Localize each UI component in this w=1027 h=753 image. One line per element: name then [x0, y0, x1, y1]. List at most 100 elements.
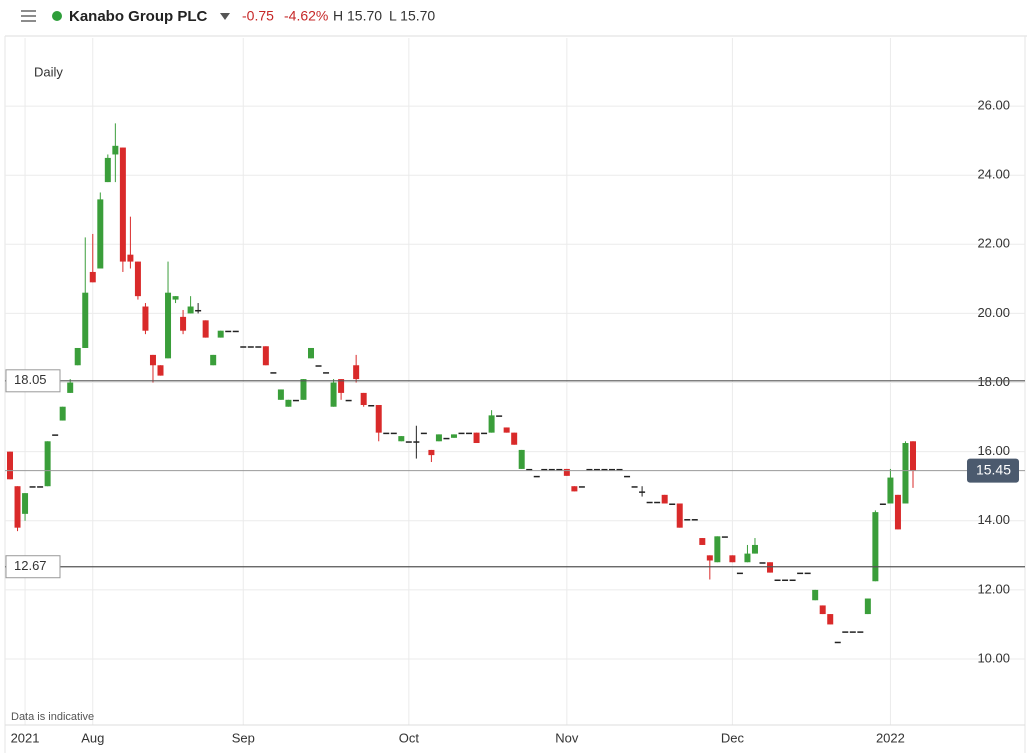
candle-body	[548, 468, 555, 471]
candle-body	[473, 432, 480, 444]
candle-body	[616, 468, 623, 471]
candle-body	[797, 572, 804, 575]
candle-body	[29, 486, 36, 488]
candle-body	[300, 379, 307, 400]
candle-body	[736, 572, 743, 575]
change: -0.75	[242, 8, 274, 24]
candle-body	[669, 503, 676, 505]
menu-icon[interactable]	[21, 10, 36, 22]
y-tick-label: 10.00	[977, 650, 1010, 665]
candle-body	[338, 379, 345, 393]
candle-body	[262, 346, 269, 366]
candle-body	[578, 486, 585, 488]
level-label: 12.67	[14, 558, 47, 573]
low: L 15.70	[389, 8, 435, 24]
candle-body	[345, 399, 352, 402]
candle-body	[518, 449, 525, 469]
candle-body	[119, 147, 126, 262]
candle-body	[390, 432, 397, 435]
grid: 10.00 12.00 14.00 16.00 18.00 20.00 22.00 24.00…	[5, 38, 1025, 745]
candle-body	[7, 451, 13, 480]
candle-body	[52, 434, 59, 436]
dropdown-arrow[interactable]	[220, 13, 230, 20]
candle-body	[142, 306, 149, 331]
candle-body	[864, 598, 871, 615]
candle-body	[285, 399, 292, 407]
candle-body	[887, 477, 894, 504]
candle-body	[22, 493, 29, 514]
candle-body	[842, 631, 849, 633]
candle-body	[428, 449, 435, 456]
candle-body	[609, 468, 615, 471]
candle-body	[450, 434, 457, 438]
candle-body	[812, 589, 819, 601]
candle-body	[225, 330, 232, 333]
candle-body	[857, 631, 864, 633]
candle-body	[277, 389, 284, 400]
candle-body	[383, 432, 390, 435]
level-label-box	[5, 369, 61, 393]
candles	[7, 123, 916, 644]
candle-body	[180, 316, 187, 331]
candle-body	[639, 491, 646, 493]
x-tick-label: 2021	[11, 730, 40, 745]
candle-body	[481, 432, 488, 435]
candle-body	[420, 432, 427, 435]
candle-body	[44, 441, 51, 487]
candle-body	[541, 468, 548, 471]
status-dot	[52, 11, 62, 21]
candle-body	[631, 486, 638, 488]
candle-body	[398, 436, 405, 442]
y-tick-label: 20.00	[977, 305, 1010, 320]
candle-body	[556, 468, 563, 471]
candle-body	[804, 572, 811, 575]
candle-body	[240, 346, 247, 348]
candle-body	[74, 347, 81, 366]
y-tick-label: 22.00	[977, 236, 1010, 251]
candle-body	[593, 468, 600, 471]
y-tick-label: 14.00	[977, 512, 1010, 527]
candle-body	[405, 441, 412, 443]
current-price-box	[967, 458, 1019, 483]
x-tick-label: Oct	[399, 730, 420, 745]
candle-body	[714, 536, 721, 563]
candle-body	[661, 494, 668, 504]
candle-body	[172, 296, 179, 300]
candle-body	[872, 512, 879, 582]
candle-body	[112, 145, 119, 155]
current-price-label: 15.45	[976, 461, 1011, 477]
candle-body	[910, 441, 916, 471]
change-percent: -4.62%	[284, 8, 328, 24]
candle-body	[308, 347, 314, 359]
y-tick-label: 12.00	[977, 581, 1010, 596]
candle-body	[503, 427, 510, 433]
candle-body	[646, 501, 653, 504]
candle-body	[14, 486, 21, 528]
level-label: 18.05	[14, 372, 47, 387]
candle-body	[533, 475, 540, 478]
candle-body	[165, 292, 172, 359]
candle-body	[488, 415, 495, 433]
instrument-name[interactable]: Kanabo Group PLC	[69, 8, 208, 25]
x-tick-label: Dec	[721, 730, 745, 745]
candle-body	[496, 415, 503, 417]
candle-body	[443, 437, 450, 440]
candle-body	[601, 468, 608, 471]
candle-body	[849, 631, 856, 633]
y-tick-label: 16.00	[977, 443, 1010, 458]
candle-body	[270, 372, 277, 374]
candle-body	[691, 519, 698, 521]
x-tick-label: Nov	[555, 730, 579, 745]
y-tick-label: 18.00	[977, 374, 1010, 389]
candle-body	[458, 432, 465, 435]
candle-body	[330, 382, 337, 407]
candle-body	[676, 503, 683, 528]
candle-body	[563, 468, 570, 476]
y-tick-label: 24.00	[977, 167, 1010, 182]
candle-body	[202, 320, 209, 338]
candle-body	[654, 501, 661, 504]
x-tick-label: Aug	[81, 730, 104, 745]
candle-body	[368, 404, 375, 407]
